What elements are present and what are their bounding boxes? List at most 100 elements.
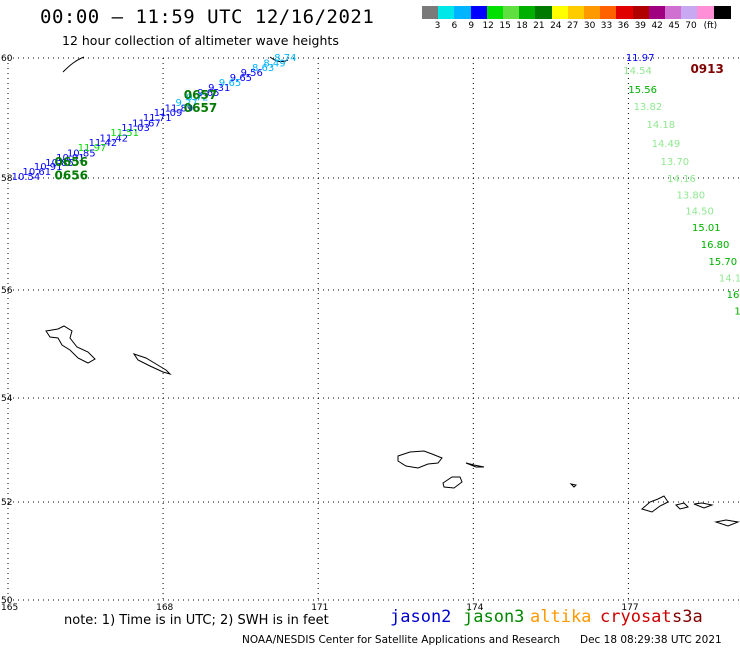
swh-value: 14.18: [646, 120, 675, 131]
swh-value: 9.27: [176, 98, 198, 109]
coast-bering-island: [45, 325, 96, 364]
colorbar-label: 24: [550, 21, 562, 31]
colorbar-swatch: [422, 6, 439, 19]
lon-tick-label: 174: [466, 603, 483, 613]
swh-value: 11.03: [121, 123, 150, 134]
coast-attu-island: [397, 450, 443, 469]
swh-value: 10.85: [45, 158, 74, 169]
swh-value: 9.65: [197, 88, 219, 99]
lon-tick-label: 165: [1, 603, 18, 613]
satellite-legend-s3a: s3a: [672, 607, 703, 627]
lat-tick-label: 60: [1, 54, 13, 64]
pass-time-label: 0657: [184, 88, 217, 102]
coast-buldir-island: [569, 483, 578, 488]
lat-tick-label: 58: [1, 174, 13, 184]
colorbar-label: 36: [617, 21, 630, 31]
colorbar-swatch: [665, 6, 682, 19]
colorbar-swatch: [697, 6, 715, 19]
swh-value: 11.71: [143, 113, 172, 124]
swh-value: 11.42: [89, 138, 118, 149]
map-subtitle: 12 hour collection of altimeter wave hei…: [62, 33, 339, 48]
swh-value: 11.51: [110, 128, 139, 139]
satellite-legend-jason2: jason2: [390, 607, 452, 627]
colorbar-label: 9: [468, 21, 475, 31]
colorbar-swatch: [438, 6, 456, 19]
coast-rat-islands-3: [714, 519, 740, 527]
colorbar-swatch: [616, 6, 634, 19]
swh-value: 14.50: [685, 206, 714, 217]
map-title: 00:00 – 11:59 UTC 12/16/2021: [40, 6, 375, 28]
colorbar-swatch: [567, 6, 585, 19]
colorbar-swatch: [713, 6, 731, 19]
swh-value: 11.97: [78, 143, 107, 154]
swh-value: 8.49: [263, 58, 285, 69]
colorbar-swatch: [681, 6, 699, 19]
swh-value: 13.80: [676, 191, 705, 202]
pass-time-label: 0656: [55, 155, 88, 169]
swh-value: 11.09: [154, 108, 183, 119]
colorbar-label: 3: [434, 21, 441, 31]
lon-tick-label: 177: [621, 603, 638, 613]
coast-rat-islands-1: [675, 502, 689, 510]
swh-value: 15.56: [628, 85, 657, 96]
coast-kamchatka-tip: [62, 56, 289, 73]
colorbar-unit: (ft): [703, 21, 718, 31]
swh-value: 9.31: [208, 83, 230, 94]
satellite-legend-altika: altika: [530, 607, 592, 627]
lon-tick-label: 168: [156, 603, 173, 613]
coast-rat-islands-2: [693, 502, 714, 509]
colorbar-swatch: [454, 6, 472, 19]
pass-time-label: 0656: [55, 169, 88, 183]
colorbar-label: 70: [685, 21, 697, 31]
colorbar-label: 18: [516, 21, 528, 31]
swh-value: 14.54: [623, 66, 652, 77]
coast-semichi-islands: [465, 462, 485, 468]
colorbar-swatch: [486, 6, 504, 19]
swh-value: 9.65: [219, 78, 241, 89]
swh-value: 10.61: [22, 167, 51, 178]
swh-value: 8.63: [252, 63, 274, 74]
swh-value: 11.67: [132, 118, 161, 129]
footnote: note: 1) Time is in UTC; 2) SWH is in fe…: [64, 613, 329, 628]
colorbar-label: 6: [451, 21, 458, 31]
credit-date: Dec 18 08:29:38 UTC 2021: [580, 634, 722, 646]
colorbar-swatch: [648, 6, 666, 19]
altimeter-tracks: 10.5410.6110.9110.8510.9110.8511.9711.42…: [12, 53, 740, 317]
colorbar-swatch: [503, 6, 520, 19]
swh-value: 13.82: [634, 102, 663, 113]
lat-tick-label: 54: [1, 394, 13, 404]
swh-value: 11.42: [100, 133, 129, 144]
credit-text: NOAA/NESDIS Center for Satellite Applica…: [242, 634, 560, 646]
swh-value: 11.89: [165, 103, 194, 114]
lat-lon-grid: 50 52 54 56 58 60 165 168 171 174 177: [1, 54, 740, 613]
colorbar-label: 12: [482, 21, 494, 31]
swh-value: 14.49: [652, 139, 681, 150]
colorbar-swatch: [470, 6, 488, 19]
swh-value: 15.01: [692, 223, 721, 234]
swh-value: 10.54: [12, 172, 41, 183]
lon-tick-label: 171: [311, 603, 328, 613]
coast-kiska-island: [640, 495, 669, 513]
swh-value: 9.56: [241, 68, 263, 79]
lat-tick-label: 52: [1, 498, 12, 508]
colorbar-swatch: [584, 6, 601, 19]
colorbar-swatch: [535, 6, 553, 19]
swh-value: 10.85: [67, 148, 96, 159]
satellite-legend-jason3: jason3: [463, 607, 525, 627]
colorbar-label: 42: [651, 21, 663, 31]
swh-value: 16.80: [701, 240, 730, 251]
swh-value: 16.0: [727, 290, 740, 301]
swh-value: 14.13: [719, 274, 740, 285]
colorbar-label: 30: [583, 21, 596, 31]
colorbar-label: 27: [566, 21, 579, 31]
coastlines: [45, 56, 740, 527]
satellite-legend-cryosat: cryosat: [600, 607, 672, 627]
colorbar-label: 39: [634, 21, 647, 31]
colorbar-swatch: [551, 6, 569, 19]
pass-time-label: 0657: [184, 101, 217, 115]
pass-time-label: 0913: [690, 62, 723, 76]
swh-value: 13.70: [660, 157, 689, 168]
colorbar-label: 45: [668, 21, 680, 31]
swh-value: 9.72: [186, 93, 208, 104]
